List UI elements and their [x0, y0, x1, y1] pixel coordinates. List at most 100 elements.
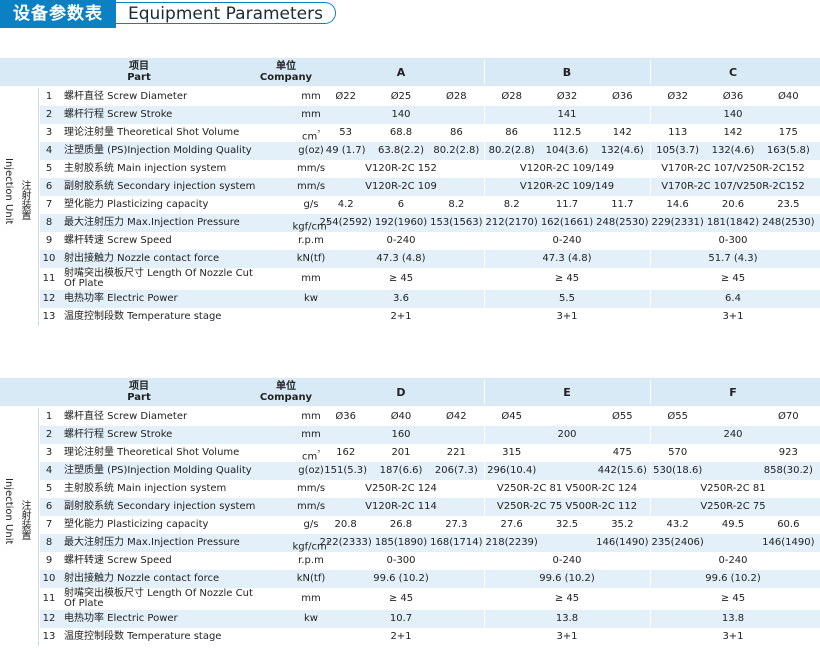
row-number: 7: [45, 519, 53, 530]
cell-value: Ø36: [335, 411, 356, 422]
cell-value: 146(1490): [596, 537, 649, 548]
cell-value: 192(1960): [374, 217, 428, 228]
header-group-f: F: [729, 385, 737, 399]
group-separator: [650, 570, 651, 588]
banner-title-cn: 设备参数表: [0, 0, 116, 28]
header-group-b: B: [562, 65, 572, 79]
group-separator: [650, 106, 651, 124]
row-number: 9: [45, 555, 53, 566]
header-separator: [650, 60, 651, 84]
header-unit-en: Company: [259, 72, 313, 83]
row-number: 8: [45, 537, 53, 548]
cell-value: 49 (1.7): [325, 145, 366, 156]
group-separator: [650, 462, 651, 480]
group-separator: [650, 408, 651, 426]
table-row: 10 射出接触力 Nozzle contact force kN(tf) 47.3 (…: [40, 250, 820, 268]
row-unit: mm/s: [296, 501, 326, 512]
header-group-d: D: [396, 385, 406, 399]
side-border: [38, 88, 39, 326]
cell-value: V250R-2C 75: [700, 501, 766, 512]
header-part-cn: 项目: [129, 61, 149, 72]
cell-value: 27.6: [500, 519, 523, 530]
row-number: 7: [45, 199, 53, 210]
row-number: 8: [45, 217, 53, 228]
table-row: 6 副射胶系统 Secondary injection system mm/s V12…: [40, 498, 820, 516]
cell-value: Ø45: [501, 411, 522, 422]
cell-value: V250R-2C 81 V500R-2C 124: [496, 483, 638, 494]
row-number: 2: [45, 429, 53, 440]
group-separator: [650, 498, 651, 516]
cell-value: 14.6: [666, 199, 689, 210]
cell-value: 23.5: [777, 199, 800, 210]
cell-value: 3+1: [556, 311, 578, 322]
table-row: 4 注塑质量 (PS)Injection Molding Quality g(oz)…: [40, 142, 820, 160]
cell-value: 47.3 (4.8): [542, 253, 592, 264]
row-label: 螺杆转速 Screw Speed: [64, 235, 172, 246]
group-separator: [484, 462, 485, 480]
cell-value: 86: [449, 127, 463, 138]
header-separator: [650, 380, 651, 404]
row-unit: r.p.m: [298, 555, 324, 566]
cell-value: 63.8(2.2): [378, 145, 424, 156]
cell-value: 530(18.6): [653, 465, 703, 476]
cell-value: 99.6 (10.2): [373, 573, 429, 584]
row-number: 12: [42, 613, 56, 624]
cell-value: V250R-2C 124: [365, 483, 437, 494]
cell-value: Ø36: [612, 91, 633, 102]
cell-value: 163(5.8): [766, 145, 810, 156]
row-unit: kN(tf): [296, 253, 326, 264]
unit-superscript: ²: [326, 219, 330, 227]
group-separator: [650, 480, 651, 498]
group-separator: [650, 588, 651, 610]
group-separator: [484, 610, 485, 628]
cell-value: ≥ 45: [720, 593, 746, 604]
cell-value: 142: [612, 127, 632, 138]
cell-value: 248(2530): [762, 217, 815, 228]
table-row: 7 塑化能力 Plasticizing capacity g/s 4.2 6 8.2 8.2…: [40, 196, 820, 214]
group-separator: [650, 290, 651, 308]
table-row: 6 副射胶系统 Secondary injection system mm/s V12…: [40, 178, 820, 196]
row-number: 5: [45, 483, 53, 494]
row-label: 射出接触力 Nozzle contact force: [64, 573, 220, 584]
cell-value: 3+1: [722, 631, 744, 642]
row-number: 13: [42, 311, 56, 322]
table-row: 11 射嘴突出模板尺寸 Length Of Nozzle Cut Of Plate…: [40, 588, 820, 610]
cell-value: Ø32: [556, 91, 578, 102]
parameters-table-def: 项目 Part 单位 Company D E F Injection Unit 注射装置 1 螺杆直…: [0, 378, 820, 653]
row-number: 12: [42, 293, 56, 304]
cell-value: 221: [446, 447, 466, 458]
cell-value: 858(30.2): [763, 465, 813, 476]
row-unit: cm³: [301, 129, 321, 143]
table-row: 5 主射胶系统 Main injection system mm/s V120R-2C…: [40, 160, 820, 178]
cell-value: 0-300: [386, 555, 416, 566]
cell-value: 32.5: [555, 519, 579, 530]
row-unit: cm³: [301, 449, 321, 463]
cell-value: 60.6: [777, 519, 800, 530]
group-separator: [484, 160, 485, 178]
group-separator: [650, 178, 651, 196]
row-label: 电热功率 Electric Power: [64, 293, 178, 304]
cell-value: 105(3.7): [656, 145, 700, 156]
group-separator: [484, 88, 485, 106]
group-separator: [650, 308, 651, 326]
cell-value: 68.8: [389, 127, 413, 138]
group-separator: [484, 250, 485, 268]
group-separator: [650, 196, 651, 214]
row-unit: kw: [304, 293, 318, 304]
group-separator: [650, 628, 651, 646]
row-unit: g(oz): [298, 465, 324, 476]
cell-value: 162(1661): [540, 217, 594, 228]
group-separator: [484, 588, 485, 610]
table-row: 3 理论注射量 Theoretical Shot Volume cm³ 162 201 2…: [40, 444, 820, 462]
cell-value: 240: [723, 429, 743, 440]
side-label-cn: 注射装置: [19, 500, 30, 540]
group-separator: [484, 408, 485, 426]
row-label: 螺杆转速 Screw Speed: [64, 555, 172, 566]
cell-value: 187(6.6): [379, 465, 423, 476]
row-unit: mm: [301, 91, 321, 102]
table-row: 12 电热功率 Electric Power kw 3.6 5.5 6.4: [40, 290, 820, 308]
row-number: 10: [42, 573, 56, 584]
page-banner: 设备参数表 Equipment Parameters: [0, 0, 338, 28]
cell-value: 10.7: [389, 613, 413, 624]
cell-value: 132(4.6): [600, 145, 644, 156]
